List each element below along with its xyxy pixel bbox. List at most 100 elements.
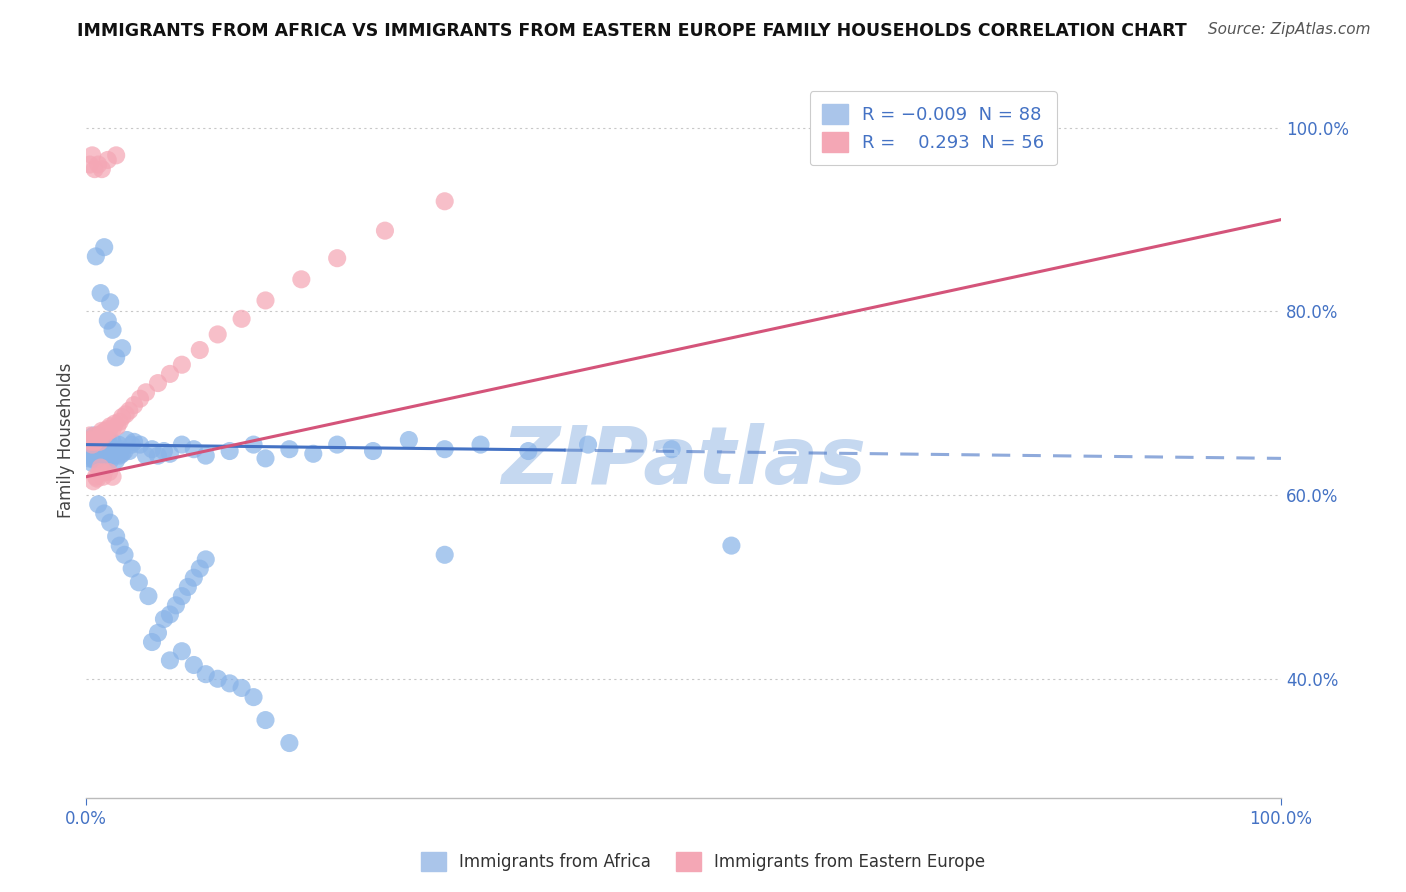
Point: [82, 428, 104, 442]
Point: [82, 431, 104, 445]
Point: [80, 434, 103, 449]
Point: [96, 451, 118, 466]
Point: [101, 323, 124, 337]
Point: [105, 148, 128, 162]
Point: [90, 437, 112, 451]
Point: [79, 433, 101, 447]
Point: [86, 434, 108, 449]
Point: [141, 442, 163, 457]
Point: [398, 433, 420, 447]
Point: [98, 453, 121, 467]
Point: [194, 449, 217, 463]
Point: [82, 148, 104, 162]
Point: [83, 434, 105, 449]
Point: [122, 398, 145, 412]
Point: [254, 293, 277, 308]
Point: [207, 672, 229, 686]
Point: [77, 451, 100, 466]
Point: [128, 575, 150, 590]
Point: [98, 441, 121, 455]
Y-axis label: Family Households: Family Households: [58, 362, 75, 517]
Point: [374, 224, 396, 238]
Point: [129, 437, 152, 451]
Point: [302, 447, 325, 461]
Point: [188, 561, 211, 575]
Point: [183, 571, 205, 585]
Point: [146, 376, 169, 390]
Point: [91, 469, 114, 483]
Point: [115, 433, 138, 447]
Point: [194, 667, 217, 681]
Point: [89, 434, 111, 449]
Point: [101, 469, 124, 483]
Point: [118, 444, 141, 458]
Point: [218, 444, 240, 458]
Point: [84, 469, 107, 483]
Point: [87, 441, 110, 455]
Point: [159, 607, 181, 622]
Point: [83, 434, 105, 449]
Point: [90, 451, 112, 466]
Point: [138, 589, 160, 603]
Point: [98, 447, 121, 461]
Point: [290, 272, 312, 286]
Point: [111, 447, 134, 461]
Point: [94, 424, 117, 438]
Point: [101, 434, 124, 449]
Point: [122, 434, 145, 449]
Point: [90, 447, 112, 461]
Point: [661, 442, 683, 457]
Point: [84, 439, 107, 453]
Point: [103, 449, 125, 463]
Point: [170, 644, 193, 658]
Point: [135, 385, 157, 400]
Point: [97, 422, 120, 436]
Point: [97, 444, 120, 458]
Point: [153, 612, 176, 626]
Point: [91, 425, 114, 440]
Point: [121, 437, 143, 451]
Point: [105, 453, 128, 467]
Point: [433, 194, 456, 209]
Point: [153, 444, 176, 458]
Point: [84, 430, 107, 444]
Point: [82, 475, 104, 489]
Text: ZIPatlas: ZIPatlas: [501, 423, 866, 500]
Point: [97, 313, 120, 327]
Point: [105, 444, 128, 458]
Point: [96, 425, 118, 440]
Point: [254, 451, 277, 466]
Point: [114, 548, 136, 562]
Point: [121, 561, 143, 575]
Point: [94, 437, 117, 451]
Point: [278, 736, 301, 750]
Point: [97, 433, 120, 447]
Point: [129, 392, 152, 406]
Point: [165, 599, 187, 613]
Point: [84, 449, 107, 463]
Point: [98, 419, 121, 434]
Point: [207, 327, 229, 342]
Point: [87, 428, 110, 442]
Point: [83, 453, 105, 467]
Point: [218, 676, 240, 690]
Point: [188, 343, 211, 357]
Point: [82, 451, 104, 466]
Point: [254, 713, 277, 727]
Point: [90, 162, 112, 177]
Point: [433, 548, 456, 562]
Point: [108, 415, 131, 429]
Point: [98, 295, 121, 310]
Point: [93, 428, 115, 442]
Point: [114, 444, 136, 458]
Point: [105, 529, 128, 543]
Point: [146, 449, 169, 463]
Point: [170, 437, 193, 451]
Text: Source: ZipAtlas.com: Source: ZipAtlas.com: [1208, 22, 1371, 37]
Point: [93, 240, 115, 254]
Point: [159, 447, 181, 461]
Legend: R = −0.009  N = 88, R =    0.293  N = 56: R = −0.009 N = 88, R = 0.293 N = 56: [810, 91, 1057, 165]
Point: [90, 460, 112, 475]
Point: [107, 437, 129, 451]
Point: [105, 351, 128, 365]
